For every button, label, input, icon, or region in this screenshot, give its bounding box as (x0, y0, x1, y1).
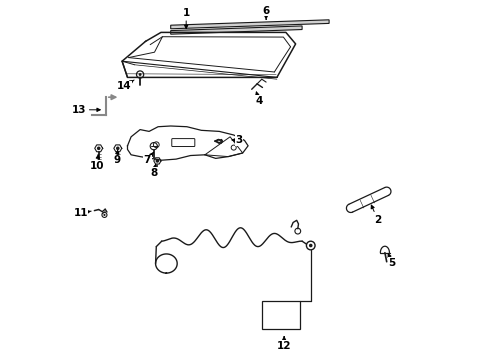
Circle shape (97, 147, 101, 150)
Circle shape (116, 147, 120, 150)
Circle shape (308, 244, 312, 247)
Circle shape (139, 73, 141, 76)
FancyBboxPatch shape (171, 139, 194, 147)
Text: 1: 1 (182, 8, 189, 28)
Text: 11: 11 (73, 208, 91, 218)
Text: 5: 5 (387, 254, 395, 268)
Text: 8: 8 (150, 165, 157, 178)
Text: 10: 10 (89, 155, 104, 171)
Text: 7: 7 (143, 153, 153, 165)
Circle shape (155, 159, 159, 163)
Text: 2: 2 (370, 205, 381, 225)
Text: 6: 6 (262, 6, 269, 19)
Polygon shape (170, 26, 302, 34)
Text: 4: 4 (255, 92, 262, 106)
Text: 13: 13 (72, 105, 100, 115)
Text: 9: 9 (113, 150, 120, 165)
Circle shape (103, 214, 105, 216)
FancyBboxPatch shape (261, 301, 299, 329)
Text: 3: 3 (231, 135, 242, 145)
Polygon shape (170, 20, 328, 29)
Text: 14: 14 (116, 80, 134, 91)
Text: 12: 12 (276, 337, 291, 351)
